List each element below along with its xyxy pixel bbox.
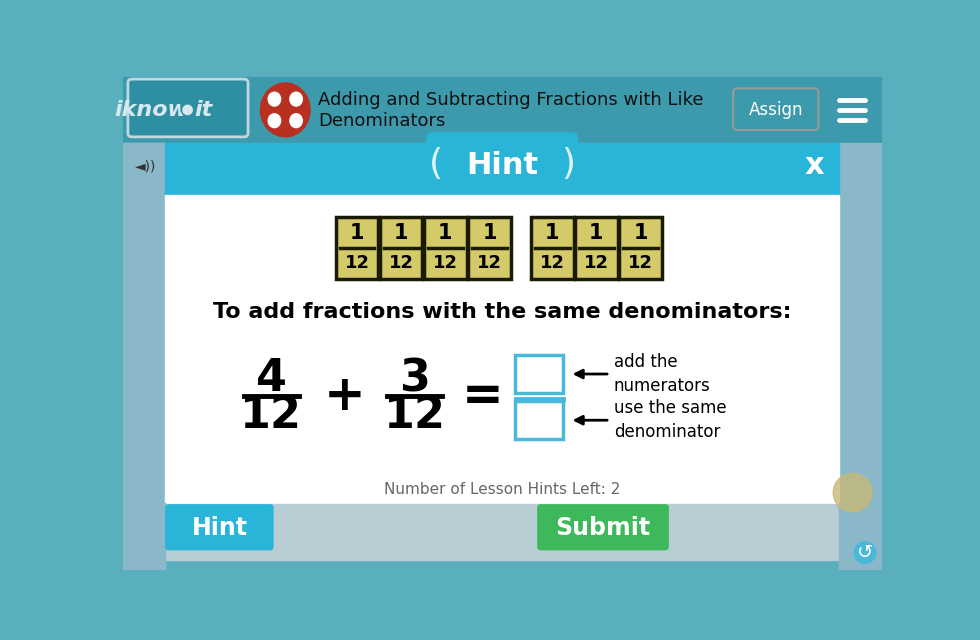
Bar [468,217,511,278]
Text: 1: 1 [633,223,648,243]
Circle shape [855,542,876,563]
Text: iknow: iknow [115,100,188,120]
Bar [840,143,882,570]
Text: 12: 12 [389,254,414,272]
Text: Submit: Submit [556,516,651,540]
Text: 1: 1 [589,223,604,243]
Text: 12: 12 [477,254,502,272]
Text: (: ( [429,147,443,181]
Bar [122,143,165,189]
Bar [122,77,146,570]
Ellipse shape [269,92,280,106]
Bar [424,217,466,278]
Text: add the
numerators: add the numerators [613,353,710,395]
Text: =: = [462,372,504,420]
Circle shape [181,104,194,116]
Text: ◄)): ◄)) [135,159,157,173]
Text: 12: 12 [344,254,369,272]
Bar [515,401,564,440]
FancyBboxPatch shape [128,79,248,137]
Ellipse shape [290,92,302,106]
Text: x: x [805,151,824,180]
Text: ): ) [562,147,575,181]
Bar [531,217,573,278]
Bar [380,217,422,278]
Text: 12: 12 [433,254,458,272]
Text: 1: 1 [394,223,409,243]
Text: 12: 12 [584,254,609,272]
Text: Denominators: Denominators [318,113,445,131]
Circle shape [183,106,192,115]
Text: +: + [324,372,366,420]
FancyBboxPatch shape [165,504,273,550]
Text: 1: 1 [545,223,560,243]
Text: 3: 3 [399,357,430,400]
Ellipse shape [269,114,280,127]
Text: Number of Lesson Hints Left: 2: Number of Lesson Hints Left: 2 [384,482,620,497]
Text: 4: 4 [256,357,287,400]
Bar [840,504,882,570]
Text: Hint: Hint [466,151,538,180]
Text: 12: 12 [628,254,653,272]
Text: Assign: Assign [749,101,803,119]
Bar [165,195,840,508]
Bar [515,355,564,393]
Bar [122,143,165,570]
Text: 12: 12 [540,254,564,272]
Bar [122,77,882,143]
Bar [165,504,840,559]
Bar [619,217,662,278]
Text: 12: 12 [240,394,302,437]
Ellipse shape [261,83,310,137]
Bar [575,217,617,278]
Text: use the same
denominator: use the same denominator [613,399,726,441]
Bar [122,504,165,570]
Text: Adding and Subtracting Fractions with Like: Adding and Subtracting Fractions with Li… [318,91,704,109]
FancyBboxPatch shape [733,88,818,130]
Bar [858,77,882,570]
FancyBboxPatch shape [426,132,578,188]
Text: Hint: Hint [191,516,247,540]
Bar [165,143,840,195]
Text: ↺: ↺ [857,543,873,562]
Text: 1: 1 [482,223,497,243]
Text: 12: 12 [384,394,446,437]
Ellipse shape [833,474,872,512]
Text: it: it [195,100,213,120]
Text: 1: 1 [438,223,453,243]
Text: 1: 1 [350,223,365,243]
Ellipse shape [290,114,302,127]
FancyBboxPatch shape [537,504,669,550]
Bar [335,217,378,278]
Text: To add fractions with the same denominators:: To add fractions with the same denominat… [213,303,792,323]
